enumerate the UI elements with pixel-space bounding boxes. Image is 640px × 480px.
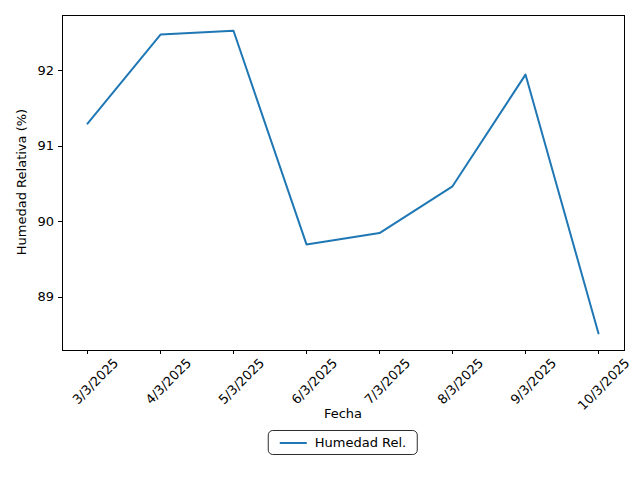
y-tick-label: 92 (0, 63, 54, 78)
legend: Humedad Rel. (268, 430, 418, 455)
legend-series-label: Humedad Rel. (315, 435, 406, 450)
chart-figure: Humedad Relativa (%) Fecha Humedad Rel. … (0, 0, 640, 480)
legend-line-swatch (280, 442, 307, 444)
y-tick-label: 89 (0, 289, 54, 304)
x-axis-label: Fecha (324, 406, 362, 421)
y-axis-label: Humedad Relativa (%) (14, 109, 29, 255)
y-tick-label: 91 (0, 138, 54, 153)
plot-border (62, 15, 624, 350)
y-tick-label: 90 (0, 214, 54, 229)
humidity-line (88, 31, 599, 334)
plot-area (0, 0, 640, 480)
